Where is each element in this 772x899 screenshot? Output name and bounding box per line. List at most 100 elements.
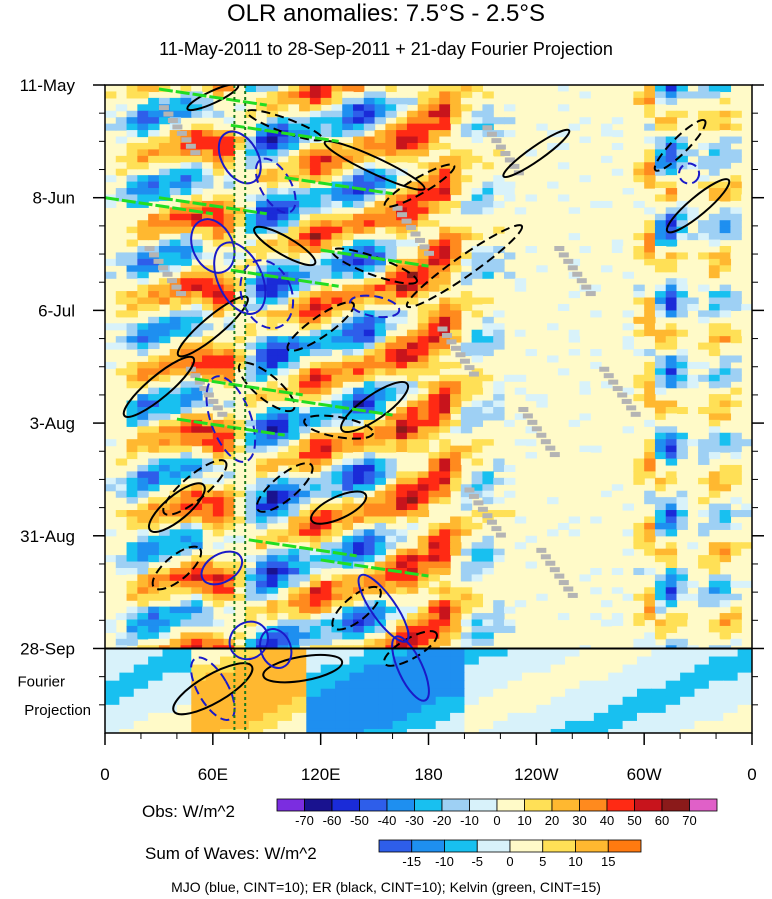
obs-cell xyxy=(309,329,322,337)
obs-cell xyxy=(385,574,397,582)
obs-cell xyxy=(266,265,279,273)
obs-cell xyxy=(568,175,581,183)
obs-cell xyxy=(309,394,322,402)
obs-cell xyxy=(708,432,721,440)
obs-cell xyxy=(406,278,419,286)
obs-cell xyxy=(266,207,279,215)
obs-cell xyxy=(439,284,451,292)
obs-cell xyxy=(644,303,656,311)
obs-cell xyxy=(590,284,602,292)
obs-cell xyxy=(288,291,300,299)
obs-cell xyxy=(644,155,656,163)
obs-cell xyxy=(266,181,279,189)
obs-cell xyxy=(320,600,333,608)
obs-cell xyxy=(191,136,203,144)
waves-colorbar-level-label: 10 xyxy=(568,854,582,869)
obs-cell xyxy=(342,207,354,215)
obs-cell xyxy=(255,471,268,479)
wave-cell xyxy=(291,664,307,674)
obs-cell xyxy=(137,265,149,273)
obs-cell xyxy=(202,458,214,466)
obs-cell xyxy=(439,600,451,608)
obs-cell xyxy=(212,168,225,176)
kelvin-contour xyxy=(158,196,267,216)
obs-cell xyxy=(342,265,354,273)
obs-cell xyxy=(417,593,430,601)
obs-cell xyxy=(633,175,645,183)
wave-cell xyxy=(636,712,652,722)
wave-cell xyxy=(133,672,149,682)
obs-cell xyxy=(309,361,322,369)
obs-cell xyxy=(698,85,710,93)
wave-cell xyxy=(450,680,466,690)
obs-cell xyxy=(687,542,699,550)
obs-cell xyxy=(439,316,451,324)
obs-cell xyxy=(212,130,225,138)
obs-cell xyxy=(137,188,149,196)
obs-cell xyxy=(439,168,451,176)
obs-cell xyxy=(374,548,386,556)
wave-cell xyxy=(176,648,192,658)
obs-cell xyxy=(158,593,171,601)
obs-cell xyxy=(234,303,246,311)
obs-cell xyxy=(439,458,451,466)
obs-cell xyxy=(320,484,333,492)
obs-cell xyxy=(309,342,322,350)
obs-cell xyxy=(676,510,688,518)
obs-colorbar-level-label: 10 xyxy=(517,813,531,828)
obs-cell xyxy=(342,130,354,138)
obs-cell xyxy=(406,336,419,344)
obs-cell xyxy=(137,471,149,479)
obs-cell xyxy=(708,162,721,170)
obs-cell xyxy=(148,542,160,550)
obs-cell xyxy=(665,239,678,247)
obs-cell xyxy=(406,625,419,633)
obs-cell xyxy=(320,477,333,485)
obs-cell xyxy=(665,580,678,588)
obs-cell xyxy=(277,535,289,543)
wave-cell xyxy=(220,696,235,706)
obs-cell xyxy=(245,194,257,202)
obs-cell xyxy=(633,200,645,208)
obs-cell xyxy=(439,619,451,627)
obs-cell xyxy=(708,394,721,402)
wave-cell xyxy=(450,696,466,706)
obs-cell xyxy=(547,142,559,150)
obs-cell xyxy=(212,593,225,601)
obs-cell xyxy=(439,149,451,157)
obs-cell xyxy=(460,297,473,305)
obs-cell xyxy=(428,233,440,241)
wave-cell xyxy=(406,688,422,698)
wave-cell xyxy=(493,656,509,666)
obs-cell xyxy=(482,638,494,646)
wave-cell xyxy=(608,680,624,690)
wave-cell xyxy=(493,672,509,682)
obs-cell xyxy=(417,510,430,518)
wave-cell xyxy=(263,656,279,666)
obs-cell xyxy=(180,510,192,518)
obs-cell xyxy=(212,110,225,118)
obs-cell xyxy=(665,510,678,518)
obs-cell xyxy=(169,297,182,305)
obs-cell xyxy=(353,130,365,138)
obs-cell xyxy=(385,149,397,157)
obs-cell xyxy=(741,168,752,176)
obs-cell xyxy=(665,123,678,131)
obs-cell xyxy=(665,574,678,582)
missing-data-mark xyxy=(572,271,583,277)
obs-cell xyxy=(202,638,214,646)
wave-cell xyxy=(133,696,149,706)
obs-cell xyxy=(309,149,322,157)
wave-cell xyxy=(406,704,422,714)
wave-cell xyxy=(248,672,264,682)
obs-cell xyxy=(223,252,235,260)
wave-cell xyxy=(708,712,724,722)
obs-cell xyxy=(331,342,343,350)
obs-cell xyxy=(730,233,742,241)
obs-cell xyxy=(212,194,225,202)
obs-cell xyxy=(223,181,235,189)
obs-cell xyxy=(191,85,203,93)
obs-cell xyxy=(708,110,721,118)
wave-cell xyxy=(220,712,235,722)
obs-cell xyxy=(158,535,171,543)
